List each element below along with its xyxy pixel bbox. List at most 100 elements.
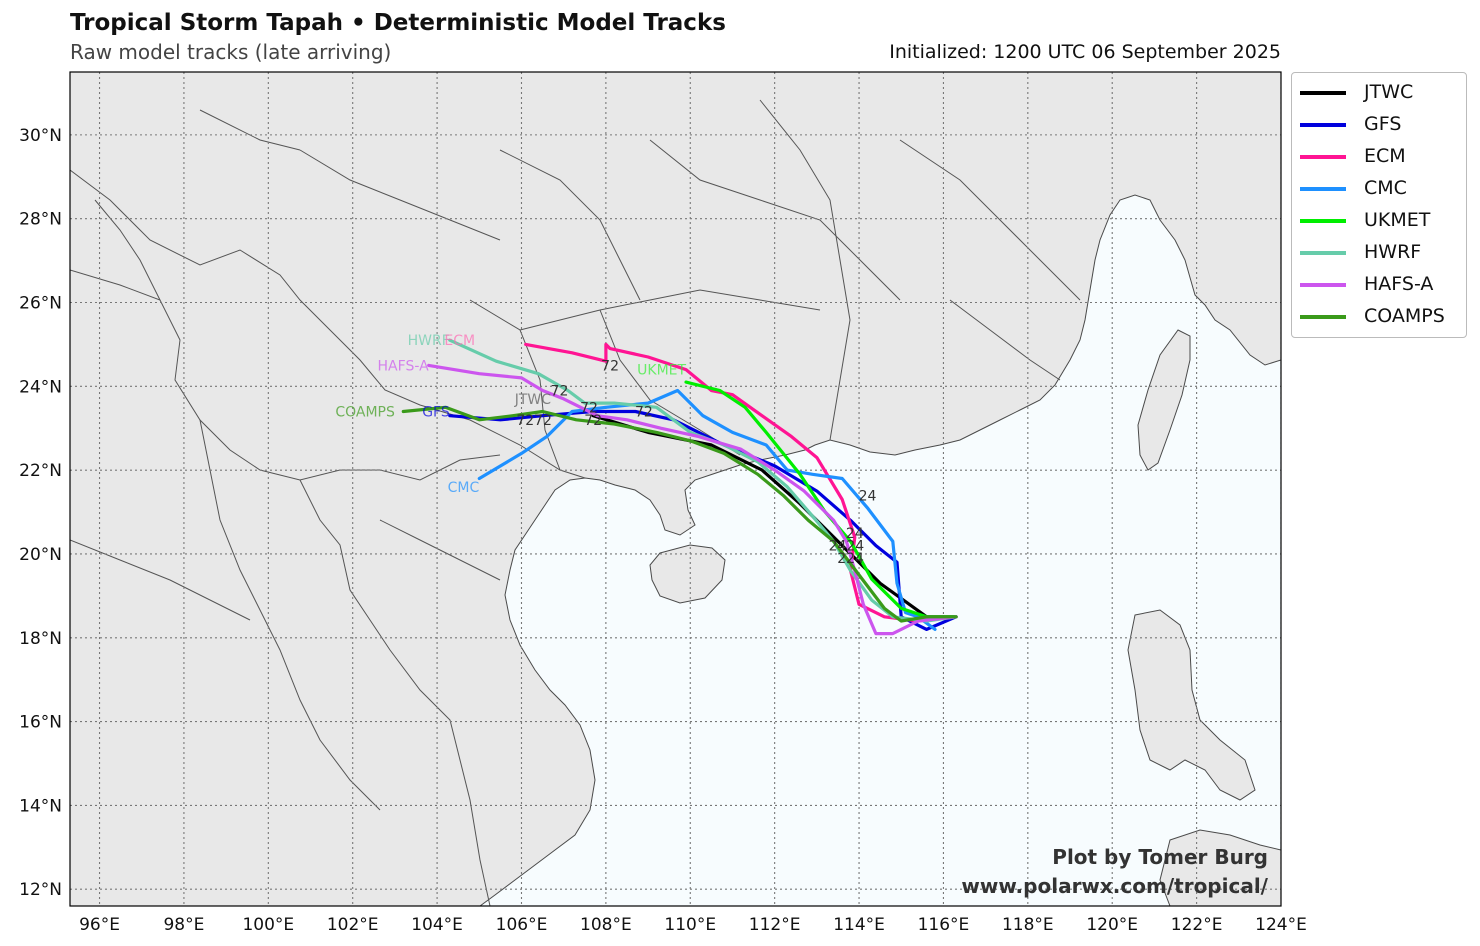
border-line bbox=[199, 109, 301, 151]
longitude-tick-label: 116°E bbox=[918, 915, 970, 935]
longitude-tick-label: 122°E bbox=[1171, 915, 1223, 935]
map-subtitle: Raw model tracks (late arriving) bbox=[70, 40, 392, 64]
legend-swatch bbox=[1300, 315, 1346, 319]
longitude-tick-label: 114°E bbox=[833, 915, 885, 935]
legend-swatch bbox=[1300, 283, 1346, 287]
track-label-gfs: GFS bbox=[422, 404, 450, 420]
legend-swatch bbox=[1300, 91, 1346, 95]
track-label-cmc: CMC bbox=[448, 480, 480, 496]
legend: JTWC GFS ECM CMC UKMET HWRF HAFS-A COAMPS bbox=[1291, 72, 1467, 338]
taiwan-island bbox=[1137, 329, 1191, 471]
latitude-tick-label: 30°N bbox=[19, 126, 62, 146]
legend-item-hafs-a: HAFS-A bbox=[1292, 269, 1468, 301]
track-label-ecm: ECM bbox=[444, 333, 475, 349]
track-cmc bbox=[477, 388, 937, 632]
track-hwrf bbox=[448, 338, 958, 623]
latitude-tick-label: 28°N bbox=[19, 210, 62, 230]
map-frame bbox=[69, 71, 1282, 907]
track-label-ukmet: UKMET bbox=[637, 363, 686, 379]
legend-swatch bbox=[1300, 251, 1346, 255]
legend-label: COAMPS bbox=[1364, 305, 1445, 327]
country-borders bbox=[70, 99, 1081, 906]
hour-label: 7272 bbox=[516, 413, 552, 429]
hour-label: 72 bbox=[635, 404, 653, 420]
legend-item-hwrf: HWRF bbox=[1292, 237, 1468, 269]
track-ecm bbox=[524, 342, 958, 623]
longitude-tick-label: 124°E bbox=[1255, 915, 1307, 935]
hour-label: 72 bbox=[601, 358, 619, 374]
latitude-tick-label: 22°N bbox=[19, 461, 62, 481]
legend-item-cmc: CMC bbox=[1292, 173, 1468, 205]
border-line bbox=[469, 299, 561, 471]
hour-label: 2424 bbox=[829, 539, 865, 555]
track-label-hwrf: HWRF bbox=[408, 333, 450, 349]
legend-label: HWRF bbox=[1364, 241, 1422, 263]
border-line bbox=[94, 199, 161, 301]
legend-item-ecm: ECM bbox=[1292, 141, 1468, 173]
luzon-island bbox=[1127, 609, 1256, 801]
hour-label: 24 bbox=[846, 526, 864, 542]
latitude-tick-label: 26°N bbox=[19, 294, 62, 314]
legend-swatch bbox=[1300, 155, 1346, 159]
credit-url: www.polarwx.com/tropical/ bbox=[961, 874, 1268, 898]
latitude-tick-label: 20°N bbox=[19, 545, 62, 565]
border-line bbox=[649, 139, 901, 301]
legend-label: UKMET bbox=[1364, 209, 1431, 231]
longitude-axis: 96°E 98°E 100°E 102°E 104°E 106°E 108°E 110°E 11… bbox=[79, 915, 1307, 935]
latitude-tick-label: 12°N bbox=[19, 880, 62, 900]
mainland-asia bbox=[70, 72, 1281, 906]
visayas-islands bbox=[1159, 829, 1281, 906]
initialized-time: Initialized: 1200 UTC 06 September 2025 bbox=[889, 41, 1281, 63]
border-line bbox=[949, 299, 1061, 381]
legend-swatch bbox=[1300, 219, 1346, 223]
longitude-tick-label: 108°E bbox=[580, 915, 632, 935]
latitude-tick-label: 16°N bbox=[19, 713, 62, 733]
longitude-tick-label: 102°E bbox=[327, 915, 379, 935]
longitude-tick-label: 110°E bbox=[664, 915, 716, 935]
map-title: Tropical Storm Tapah • Deterministic Mod… bbox=[70, 10, 726, 36]
legend-swatch bbox=[1300, 187, 1346, 191]
longitude-tick-label: 118°E bbox=[1002, 915, 1054, 935]
latitude-axis: 12°N 14°N 16°N 18°N 20°N 22°N 24°N 26°N 28°N 30°N bbox=[19, 126, 62, 900]
hainan-island bbox=[649, 544, 726, 604]
longitude-tick-label: 112°E bbox=[749, 915, 801, 935]
track-label-coamps: COAMPS bbox=[335, 404, 395, 420]
longitude-tick-label: 120°E bbox=[1086, 915, 1138, 935]
legend-item-jtwc: JTWC bbox=[1292, 77, 1468, 109]
border-line bbox=[70, 169, 586, 479]
track-label-jtwc: JTWC bbox=[514, 392, 552, 408]
border-line bbox=[899, 139, 1081, 301]
hour-label: 72 bbox=[584, 413, 602, 429]
track-coamps bbox=[401, 405, 958, 623]
legend-swatch bbox=[1300, 123, 1346, 127]
longitude-tick-label: 106°E bbox=[496, 915, 548, 935]
legend-item-ukmet: UKMET bbox=[1292, 205, 1468, 237]
hour-label: 24 bbox=[859, 488, 877, 504]
track-label-hafs-a: HAFS-A bbox=[378, 358, 430, 374]
longitude-tick-label: 98°E bbox=[163, 915, 204, 935]
legend-label: CMC bbox=[1364, 177, 1407, 199]
border-line bbox=[70, 539, 251, 621]
longitude-tick-label: 104°E bbox=[411, 915, 463, 935]
legend-label: ECM bbox=[1364, 145, 1406, 167]
land-layer bbox=[70, 72, 1281, 906]
latitude-tick-label: 14°N bbox=[19, 796, 62, 816]
border-line bbox=[299, 479, 491, 906]
border-line bbox=[379, 519, 501, 581]
border-line bbox=[499, 149, 641, 301]
credit-author: Plot by Tomer Burg bbox=[1052, 845, 1268, 869]
hour-label: 72 bbox=[580, 400, 598, 416]
latitude-tick-label: 18°N bbox=[19, 629, 62, 649]
legend-label: JTWC bbox=[1364, 81, 1414, 103]
border-line bbox=[759, 99, 851, 441]
legend-label: HAFS-A bbox=[1364, 273, 1434, 295]
border-line bbox=[70, 269, 501, 481]
latitude-tick-label: 24°N bbox=[19, 377, 62, 397]
hour-label: 72 bbox=[551, 384, 569, 400]
track-hafs-a bbox=[427, 363, 958, 636]
legend-label: GFS bbox=[1364, 113, 1402, 135]
longitude-tick-label: 100°E bbox=[242, 915, 294, 935]
